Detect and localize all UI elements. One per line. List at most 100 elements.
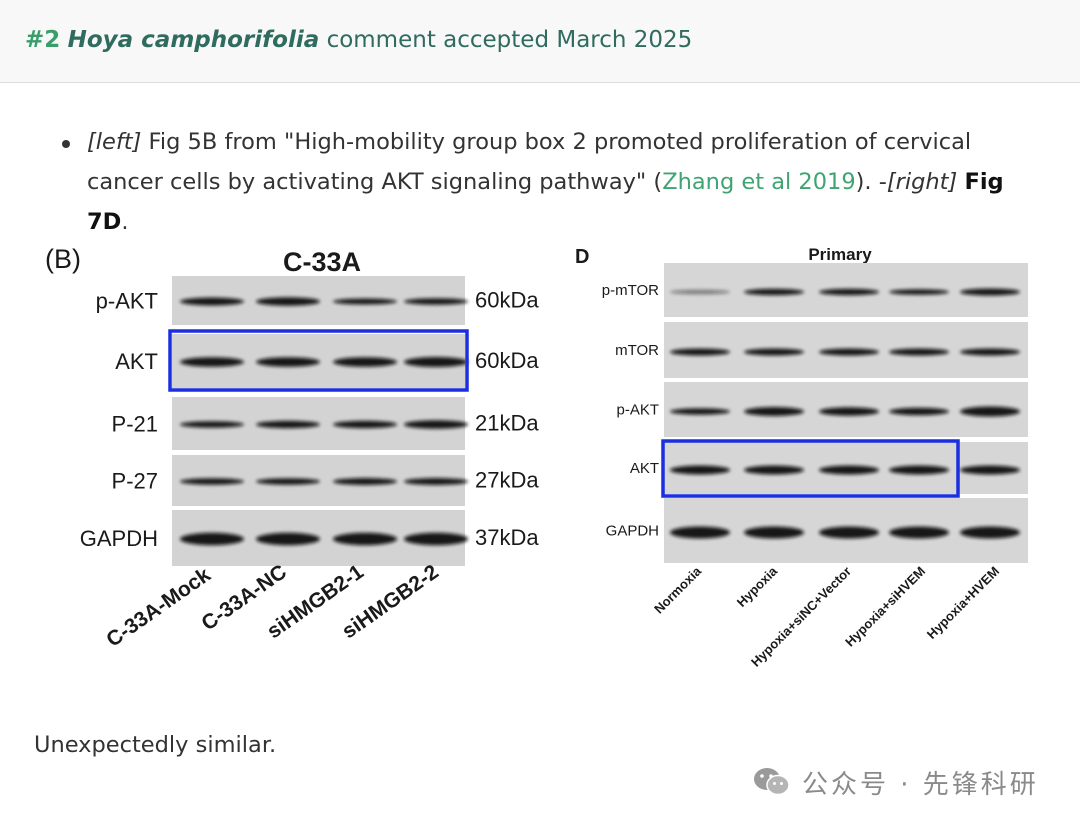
band (333, 478, 397, 485)
band (256, 532, 320, 546)
right-row-label: p-AKT (616, 402, 659, 419)
band (960, 348, 1020, 356)
band (819, 348, 879, 356)
band (744, 348, 804, 356)
band (256, 420, 320, 429)
band (744, 526, 804, 539)
right-blot-akt (664, 442, 1028, 494)
left-blot-akt (172, 334, 468, 388)
band (333, 298, 397, 305)
right-lane-label: Hypoxia+HVEM (924, 564, 1002, 642)
band (404, 532, 468, 546)
right-panel-label: D (575, 246, 589, 268)
post-header: #2 Hoya camphorifolia comment accepted M… (0, 0, 1080, 83)
left-kda-label: 37kDa (475, 525, 539, 550)
left-kda-label: 60kDa (475, 348, 539, 373)
right-figure-title: Primary (808, 245, 872, 264)
band (960, 406, 1020, 417)
left-row-label: P-21 (112, 412, 158, 437)
figure-reference: Fig 7D (87, 169, 1004, 235)
band (889, 348, 949, 356)
right-blot-mtor (664, 322, 1028, 378)
watermark: 公众号 · 先锋科研 (752, 764, 1039, 800)
left-row-label: p-AKT (96, 289, 158, 314)
post-title: #2 Hoya camphorifolia comment accepted M… (25, 27, 692, 53)
footer-comment: Unexpectedly similar. (34, 732, 277, 758)
wechat-icon (754, 768, 790, 796)
right-lane-label: Normoxia (651, 563, 705, 617)
left-highlight-box (168, 329, 469, 392)
right-row-label: AKT (630, 460, 659, 477)
left-row-label: GAPDH (80, 526, 158, 551)
right-row-label: mTOR (615, 342, 659, 359)
band (256, 478, 320, 485)
left-blot-p-akt (172, 276, 468, 325)
left-blot-p-21 (172, 397, 468, 450)
left-blot-gapdh (172, 510, 468, 566)
band (819, 288, 879, 296)
band (180, 297, 244, 306)
band (404, 298, 468, 305)
band (333, 420, 397, 429)
band (180, 532, 244, 546)
left-row-label: AKT (115, 349, 158, 374)
band (670, 289, 730, 295)
figure-right: D Primary p-mTOR mTOR p-AKT AKT GAPDH Normox… (575, 245, 1028, 670)
band (960, 288, 1020, 296)
band (670, 465, 730, 475)
band (889, 465, 949, 475)
left-kda-label: 60kDa (475, 288, 539, 313)
band (256, 357, 320, 367)
status-text: comment accepted March 2025 (326, 27, 693, 53)
right-blot-p-akt (664, 382, 1028, 437)
right-tag: [right] (886, 169, 958, 195)
band (404, 357, 468, 367)
band (744, 288, 804, 296)
band (960, 526, 1020, 539)
left-tag: [left] (87, 129, 142, 155)
band (670, 348, 730, 356)
band (333, 532, 397, 546)
period-text: . (121, 209, 129, 235)
band (670, 526, 730, 539)
left-lane-label: C-33A-Mock (102, 563, 215, 652)
left-kda-label: 27kDa (475, 468, 539, 493)
bullet-dot (62, 140, 70, 148)
right-blot-gapdh (664, 498, 1028, 563)
species-name: Hoya camphorifolia (67, 27, 320, 53)
band (819, 465, 879, 475)
right-row-label: GAPDH (606, 523, 659, 540)
right-blot-p-mtor (664, 263, 1028, 317)
band (180, 478, 244, 485)
band (180, 357, 244, 367)
left-panel-label: (B) (45, 244, 81, 274)
right-lane-label: Hypoxia (734, 563, 781, 610)
bullet-text: [left] Fig 5B from "High-mobility group … (87, 122, 1047, 242)
band (819, 526, 879, 539)
entry-number: #2 (25, 27, 61, 53)
band (960, 465, 1020, 475)
band (180, 421, 244, 428)
band (333, 357, 397, 367)
band (404, 420, 468, 429)
citation-link[interactable]: Zhang et al 2019 (662, 169, 856, 195)
source-description: Fig 5B from "High-mobility group box 2 p… (87, 129, 972, 195)
band (889, 526, 949, 539)
right-row-label: p-mTOR (602, 282, 659, 299)
band (256, 297, 320, 306)
separator-text: ). - (855, 169, 887, 195)
band (889, 289, 949, 295)
band (889, 407, 949, 416)
figure-left: (B) C-33A p-AKT AKT P-21 P-27 GAPDH 60kDa 60k… (45, 244, 539, 652)
band (819, 407, 879, 416)
left-blot-p-27 (172, 455, 468, 506)
left-figure-title: C-33A (283, 247, 361, 277)
left-row-label: P-27 (112, 469, 158, 494)
watermark-text: 公众号 · 先锋科研 (802, 769, 1039, 800)
right-highlight-box (661, 439, 960, 498)
right-lane-label: Hypoxia+siHVEM (842, 564, 928, 650)
band (670, 408, 730, 415)
band (744, 407, 804, 416)
left-kda-label: 21kDa (475, 411, 539, 436)
